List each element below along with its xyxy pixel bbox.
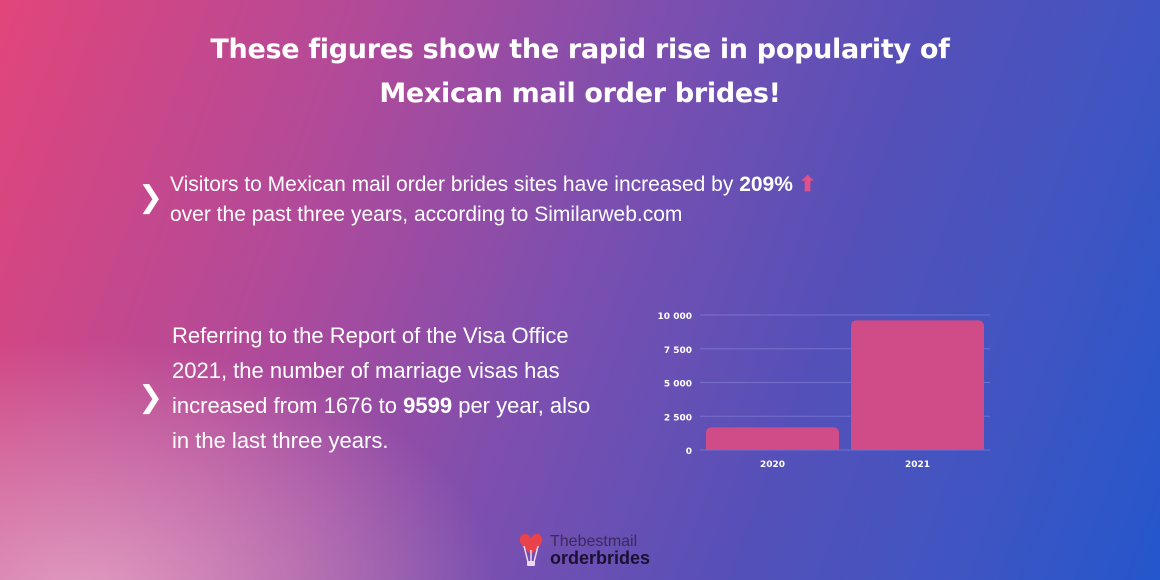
- heart-balloon-icon: [519, 533, 543, 566]
- logo: Thebestmail orderbrides: [518, 532, 650, 568]
- y-tick-label: 0: [686, 447, 692, 457]
- logo-line-2: orderbrides: [550, 548, 651, 568]
- visitors-increase: 209%: [739, 173, 793, 196]
- chevron-right-icon: ❯: [138, 180, 164, 215]
- arrow-up-icon: ⬆: [798, 173, 817, 196]
- y-tick-label: 10 000: [658, 312, 692, 322]
- y-tick-label: 2 500: [664, 413, 692, 423]
- bar-2020: [706, 427, 839, 450]
- page-title: These figures show the rapid rise in pop…: [0, 28, 1160, 116]
- bullet-visas: Referring to the Report of the Visa Offi…: [172, 323, 591, 453]
- x-tick-label: 2021: [905, 460, 930, 470]
- bullet-visitors: Visitors to Mexican mail order brides si…: [170, 170, 930, 230]
- bar-2021: [851, 320, 984, 450]
- logo-line-1: Thebestmail: [550, 533, 638, 550]
- title-line-1: These figures show the rapid rise in pop…: [210, 34, 950, 65]
- chevron-right-icon: ❯: [138, 380, 164, 415]
- title-line-2: Mexican mail order brides!: [379, 78, 781, 109]
- y-tick-label: 5 000: [664, 380, 692, 390]
- x-tick-label: 2020: [760, 460, 785, 470]
- y-tick-label: 7 500: [664, 346, 692, 356]
- visas-value: 9599: [403, 393, 453, 418]
